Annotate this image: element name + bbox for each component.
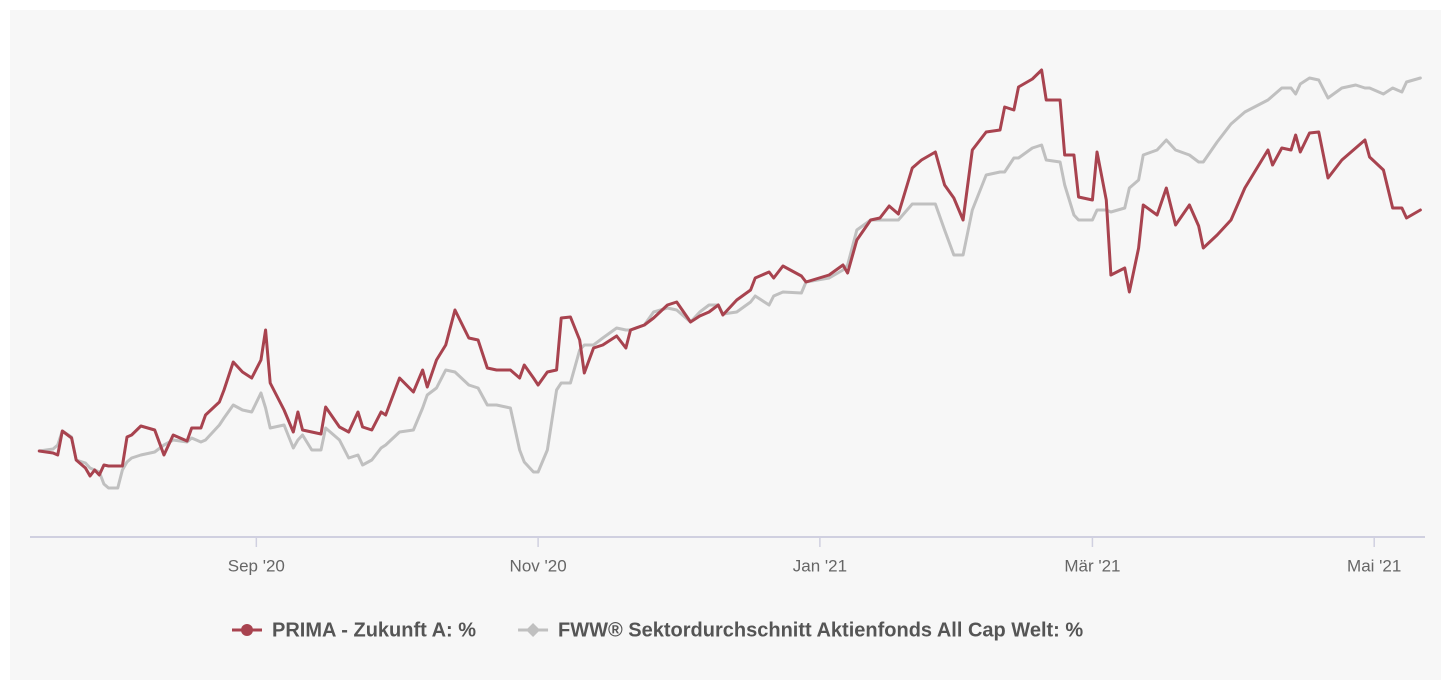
legend-label: PRIMA - Zukunft A: % bbox=[272, 619, 476, 641]
x-tick-label: Mär '21 bbox=[1064, 556, 1120, 575]
legend-item: PRIMA - Zukunft A: % bbox=[232, 619, 476, 641]
x-tick-label: Sep '20 bbox=[228, 556, 285, 575]
x-tick-label: Mai '21 bbox=[1347, 556, 1401, 575]
legend-item: FWW® Sektordurchschnitt Aktienfonds All … bbox=[518, 619, 1083, 641]
legend-label: FWW® Sektordurchschnitt Aktienfonds All … bbox=[558, 619, 1083, 641]
legend-marker bbox=[526, 623, 541, 637]
series-line bbox=[37, 68, 1422, 478]
x-tick-label: Jan '21 bbox=[793, 556, 847, 575]
x-tick-label: Nov '20 bbox=[510, 556, 567, 575]
legend-marker bbox=[241, 624, 253, 636]
series-line bbox=[37, 76, 1422, 490]
plot-background bbox=[10, 10, 1441, 680]
